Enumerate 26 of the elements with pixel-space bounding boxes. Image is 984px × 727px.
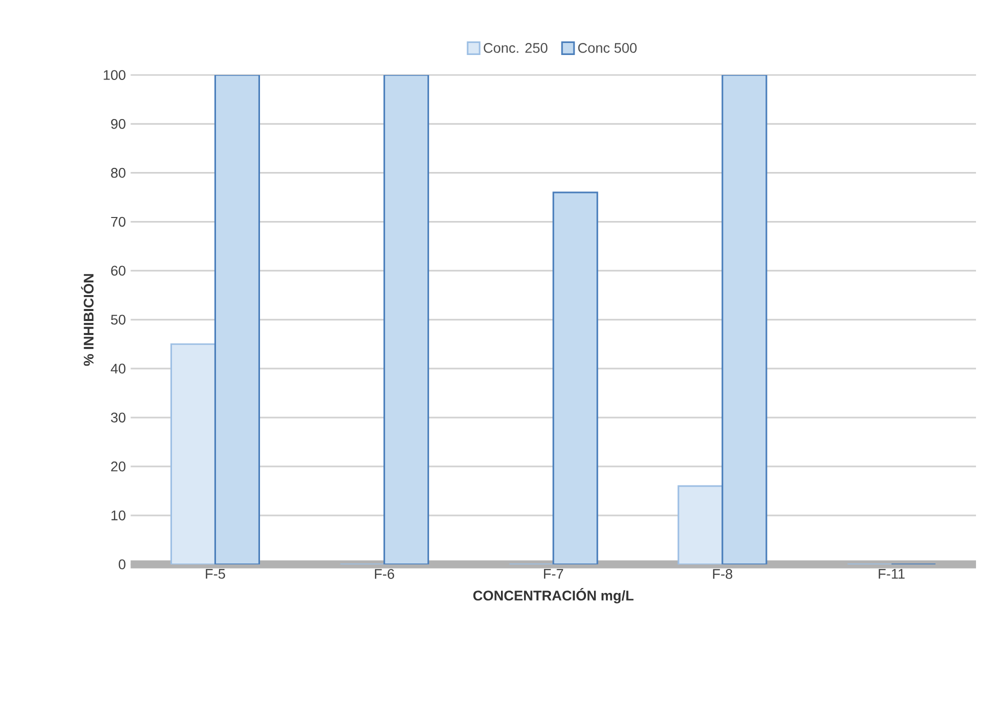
x-tick-label: F-5 (206, 569, 226, 579)
y-axis-title: % INHIBICIÓN (81, 274, 94, 366)
bar (170, 343, 216, 564)
y-tick-label: 60 (111, 266, 126, 276)
bar (722, 74, 768, 564)
y-tick-label: 20 (111, 462, 126, 472)
x-tick-label: F-11 (878, 569, 905, 579)
y-tick-label: 40 (110, 364, 126, 374)
bar (678, 485, 724, 564)
y-tick-label: 90 (111, 119, 126, 129)
x-tick-label: F-7 (544, 569, 564, 579)
legend-label: Conc 500 (578, 43, 637, 53)
y-tick-label: 30 (110, 412, 126, 422)
y-tick-label: 100 (104, 70, 126, 80)
x-axis-title: CONCENTRACIÓN mg/L (473, 588, 634, 604)
bar (214, 74, 260, 564)
y-tick-label: 0 (118, 559, 126, 570)
x-tick-label: F-6 (374, 569, 394, 579)
y-tick-label: 70 (111, 216, 126, 227)
x-tick-label: F-8 (713, 569, 732, 579)
y-tick-label: 50 (111, 314, 126, 325)
bar (383, 74, 430, 564)
legend-label: Conc. 250 (484, 43, 548, 53)
y-tick-label: 80 (111, 168, 126, 178)
y-tick-label: 10 (112, 510, 126, 520)
bar (552, 192, 598, 564)
